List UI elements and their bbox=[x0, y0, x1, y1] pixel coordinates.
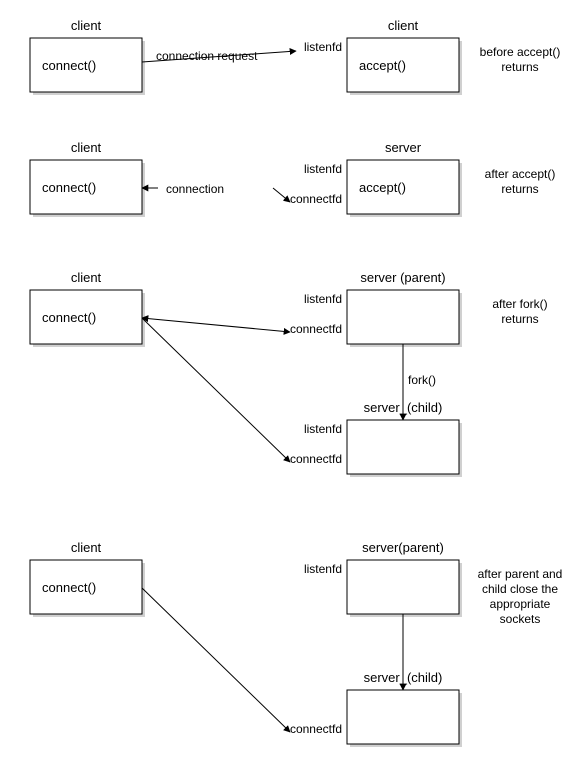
stage3-arrow-0 bbox=[142, 318, 290, 332]
stage2-fd-label-1: connectfd bbox=[290, 192, 342, 206]
svg-text:returns: returns bbox=[501, 60, 538, 74]
stage1-server-box: client accept() bbox=[347, 18, 462, 95]
svg-text:after fork(): after fork() bbox=[492, 297, 547, 311]
stage3-fd-label-2: listenfd bbox=[304, 422, 342, 436]
svg-text:appropriate: appropriate bbox=[490, 597, 551, 611]
stage3-client-box-title: client bbox=[71, 270, 102, 285]
stage-caption: after accept()returns bbox=[485, 167, 556, 196]
stage2-fd-label-0: listenfd bbox=[304, 162, 342, 176]
stage3-client-box-func: connect() bbox=[42, 310, 96, 325]
stage-caption: before accept()returns bbox=[480, 45, 561, 74]
stage3-server-box: server (parent) bbox=[347, 270, 462, 347]
stage2-server-box-title: server bbox=[385, 140, 422, 155]
svg-text:after accept(): after accept() bbox=[485, 167, 556, 181]
stage3-client-box: client connect() bbox=[30, 270, 145, 347]
stage1-client-box-func: connect() bbox=[42, 58, 96, 73]
stage2-client-box: client connect() bbox=[30, 140, 145, 217]
stage2-server-box: server accept() bbox=[347, 140, 462, 217]
stage4-fd-label-0: listenfd bbox=[304, 562, 342, 576]
stage1-client-box-title: client bbox=[71, 18, 102, 33]
stage3-server-child-box: server_(child) bbox=[347, 400, 462, 477]
stage1-client-box: client connect() bbox=[30, 18, 145, 95]
stage3-fd-label-0: listenfd bbox=[304, 292, 342, 306]
stage4-server-box-title: server(parent) bbox=[362, 540, 444, 555]
stage4-arrow-0 bbox=[142, 588, 290, 732]
stage1-server-box-title: client bbox=[388, 18, 419, 33]
svg-text:sockets: sockets bbox=[500, 612, 541, 626]
stage1-mid-label: connection request bbox=[156, 49, 258, 63]
svg-text:child close the: child close the bbox=[482, 582, 558, 596]
stage3-fd-label-1: connectfd bbox=[290, 322, 342, 336]
stage4-server-box: server(parent) bbox=[347, 540, 462, 617]
stage2-arrow-1 bbox=[273, 188, 290, 202]
stage4-fd-label-1: connectfd bbox=[290, 722, 342, 736]
stage1-server-box-func: accept() bbox=[359, 58, 406, 73]
stage3-fork-label: fork() bbox=[408, 373, 436, 387]
stage3-server-box-title: server (parent) bbox=[360, 270, 445, 285]
stage2-client-box-title: client bbox=[71, 140, 102, 155]
stage3-arrow-1 bbox=[142, 318, 290, 462]
stage-caption: after parent andchild close theappropria… bbox=[478, 567, 563, 626]
svg-text:after parent and: after parent and bbox=[478, 567, 563, 581]
stage4-server-child-box: server_(child) bbox=[347, 670, 462, 747]
stage2-mid-label: connection bbox=[166, 182, 224, 196]
stage4-client-box-title: client bbox=[71, 540, 102, 555]
stage-caption: after fork()returns bbox=[492, 297, 547, 326]
svg-text:returns: returns bbox=[501, 312, 538, 326]
svg-text:returns: returns bbox=[501, 182, 538, 196]
stage3-fd-label-3: connectfd bbox=[290, 452, 342, 466]
stage2-server-box-func: accept() bbox=[359, 180, 406, 195]
stage1-fd-label-0: listenfd bbox=[304, 40, 342, 54]
svg-text:before accept(): before accept() bbox=[480, 45, 561, 59]
stage2-client-box-func: connect() bbox=[42, 180, 96, 195]
stage4-client-box-func: connect() bbox=[42, 580, 96, 595]
stage4-client-box: client connect() bbox=[30, 540, 145, 617]
